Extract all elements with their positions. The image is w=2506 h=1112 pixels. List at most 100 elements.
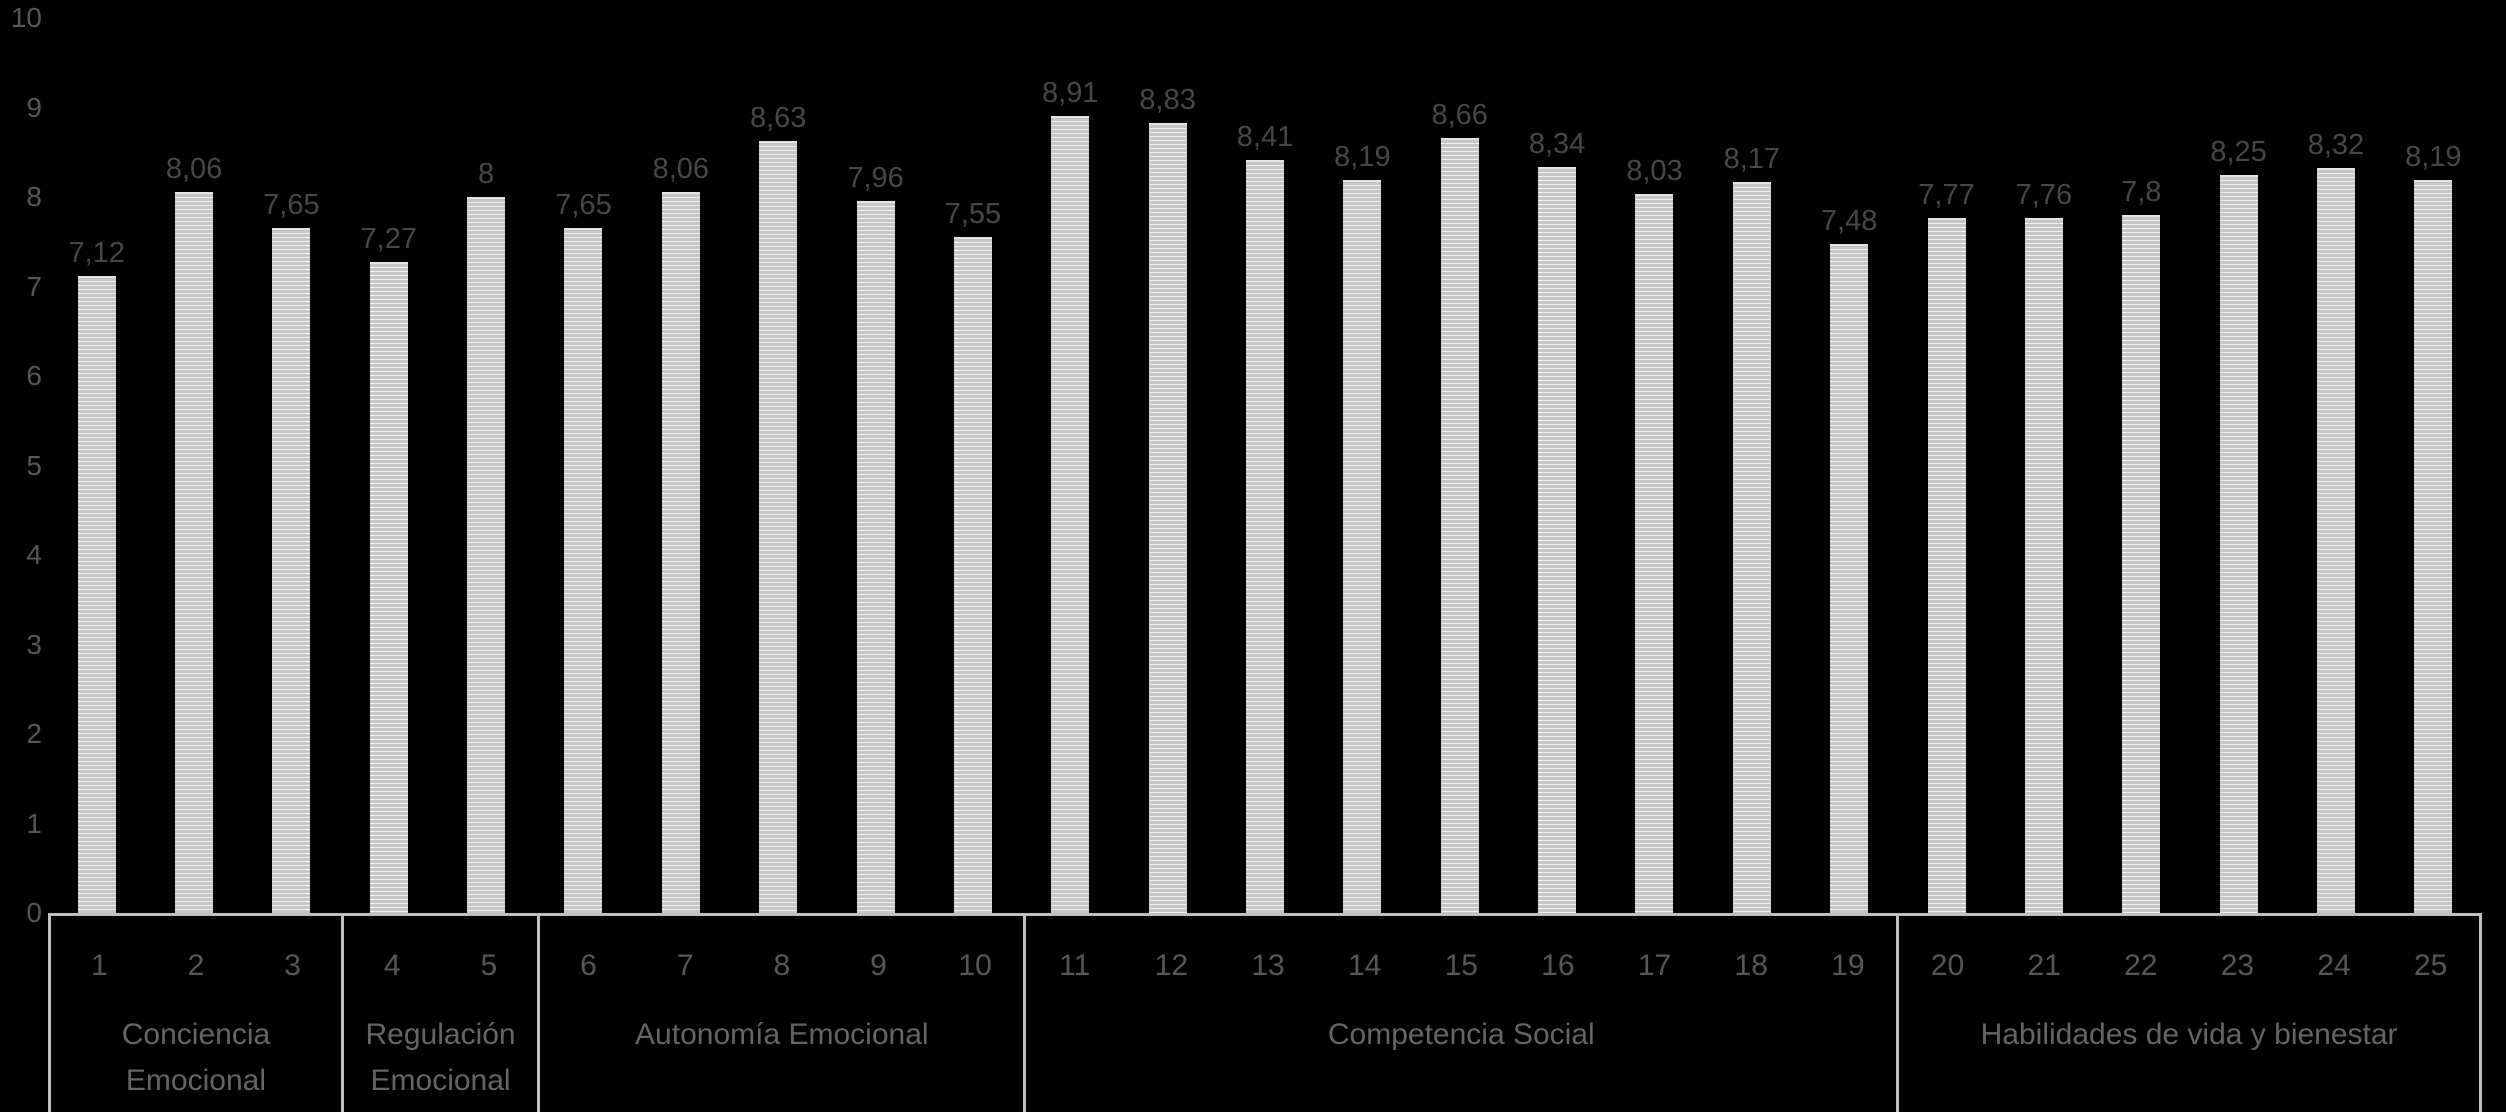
category-label: Conciencia Emocional xyxy=(121,1018,271,1097)
bar-slot: 7,65 xyxy=(243,18,340,913)
bar xyxy=(1927,217,1966,913)
x-tick-label: 7 xyxy=(676,949,694,982)
x-tick-label: 9 xyxy=(870,949,887,982)
bar-value-label: 8,19 xyxy=(1334,141,1391,173)
category-panel: 1 2 3 Conciencia Emocional 4 5 Regulació… xyxy=(48,913,2482,1112)
bar xyxy=(1051,115,1090,913)
bar-slot: 8,17 xyxy=(1703,18,1800,913)
bar xyxy=(175,191,214,913)
bar xyxy=(1635,194,1674,913)
bar-slot: 8,66 xyxy=(1411,18,1508,913)
y-axis-tick-label: 0 xyxy=(26,897,42,928)
y-axis-tick-label: 3 xyxy=(26,628,42,660)
x-tick-row: 11 12 13 14 15 16 17 18 19 xyxy=(1026,946,1896,986)
bar-value-label: 8,91 xyxy=(1042,76,1099,109)
bar-value-label: 8,06 xyxy=(165,152,223,185)
bar-slot: 8,19 xyxy=(2385,18,2482,913)
y-axis-tick-label: 1 xyxy=(26,807,42,839)
bar-slot: 8,63 xyxy=(730,18,827,913)
y-axis-tick-label: 9 xyxy=(26,91,42,123)
x-tick-label: 12 xyxy=(1154,949,1189,982)
category-label: Regulación Emocional xyxy=(365,1018,516,1097)
bar-slot: 7,8 xyxy=(2093,18,2190,913)
bar xyxy=(953,237,992,913)
bar-slot: 8,06 xyxy=(145,18,242,913)
category-group: 20 21 22 23 24 25 Habilidades de vida y … xyxy=(1899,916,2479,1112)
bar-slot: 7,48 xyxy=(1800,18,1897,913)
y-axis-tick-label: 6 xyxy=(26,360,42,391)
x-tick-label: 22 xyxy=(2124,949,2158,982)
category-group: 11 12 13 14 15 16 17 18 19 Competencia S… xyxy=(1026,916,1900,1112)
bar-value-label: 8 xyxy=(478,158,495,190)
x-tick-label: 14 xyxy=(1347,949,1382,982)
x-tick-label: 19 xyxy=(1831,949,1865,982)
x-tick-label: 8 xyxy=(773,949,791,982)
y-axis-tick-label: 10 xyxy=(10,2,42,33)
bar-slot: 7,76 xyxy=(1995,18,2092,913)
bar-value-label: 7,96 xyxy=(847,161,904,194)
x-tick-label: 24 xyxy=(2317,949,2351,982)
bar xyxy=(2316,168,2355,913)
bar xyxy=(1732,181,1771,913)
x-tick-label: 16 xyxy=(1541,949,1575,982)
bar-value-label: 8,83 xyxy=(1139,83,1196,116)
bar-slot: 7,55 xyxy=(924,18,1021,913)
y-axis: 0 1 2 3 4 5 6 7 8 9 10 xyxy=(0,2,42,928)
bar xyxy=(759,140,798,913)
x-tick-label: 21 xyxy=(2027,949,2061,982)
x-tick-row: 20 21 22 23 24 25 xyxy=(1899,946,2479,986)
plot-area: 7,12 8,06 7,65 7,27 8 7,65 8,06 8,63 7,9… xyxy=(48,18,2482,913)
x-tick-label: 17 xyxy=(1637,949,1672,982)
bar-value-label: 7,48 xyxy=(1820,204,1878,237)
bar-value-label: 8,32 xyxy=(2307,129,2365,162)
bar-slot: 7,27 xyxy=(340,18,437,913)
bar-value-label: 8,66 xyxy=(1431,98,1488,131)
bar-slot: 8,06 xyxy=(632,18,729,913)
bar-value-label: 8,17 xyxy=(1723,142,1781,175)
bar xyxy=(1245,160,1284,913)
x-tick-label: 25 xyxy=(2414,949,2448,982)
bar xyxy=(661,191,700,913)
x-tick-label: 20 xyxy=(1930,949,1965,982)
bar-slot: 8,32 xyxy=(2287,18,2384,913)
bar-slot: 8,34 xyxy=(1508,18,1605,913)
bar xyxy=(467,197,506,913)
bar-value-label: 7,77 xyxy=(1918,178,1975,211)
bar-value-label: 7,27 xyxy=(360,223,417,256)
category-label: Competencia Social xyxy=(1327,1018,1595,1051)
bar-value-label: 7,8 xyxy=(2121,175,2162,208)
bar-slot: 7,77 xyxy=(1898,18,1995,913)
x-tick-label: 5 xyxy=(480,949,498,982)
bar xyxy=(1538,166,1577,913)
bar-slot: 8,19 xyxy=(1314,18,1411,913)
y-axis-tick-label: 8 xyxy=(26,181,42,212)
x-tick-label: 6 xyxy=(580,949,597,982)
bar xyxy=(1148,122,1187,913)
category-group: 4 5 Regulación Emocional xyxy=(344,916,541,1112)
bar-slot: 8,41 xyxy=(1216,18,1313,913)
x-tick-row: 1 2 3 xyxy=(51,946,341,986)
bar xyxy=(564,228,603,913)
y-axis-tick-label: 2 xyxy=(26,718,42,749)
category-group: 6 7 8 9 10 Autonomía Emocional xyxy=(540,916,1027,1112)
category-group: 1 2 3 Conciencia Emocional xyxy=(51,916,344,1112)
bar-slot: 7,65 xyxy=(535,18,632,913)
category-label: Autonomía Emocional xyxy=(635,1018,929,1051)
bar-slot: 7,96 xyxy=(827,18,924,913)
x-tick-label: 3 xyxy=(284,949,301,982)
x-tick-label: 10 xyxy=(958,949,992,982)
bar xyxy=(369,262,408,913)
x-tick-label: 13 xyxy=(1251,949,1285,982)
bar xyxy=(1830,243,1869,913)
y-axis-tick-label: 5 xyxy=(26,449,42,481)
bar-slot: 8,91 xyxy=(1022,18,1119,913)
x-tick-label: 4 xyxy=(383,949,401,982)
y-axis-tick-label: 7 xyxy=(26,270,42,302)
x-tick-row: 6 7 8 9 10 xyxy=(540,946,1023,986)
bar xyxy=(1440,137,1479,913)
x-tick-row: 4 5 xyxy=(344,946,537,986)
bar-value-label: 8,63 xyxy=(749,101,807,134)
bar-value-label: 8,06 xyxy=(652,152,710,185)
bar-value-label: 7,55 xyxy=(944,198,1002,231)
